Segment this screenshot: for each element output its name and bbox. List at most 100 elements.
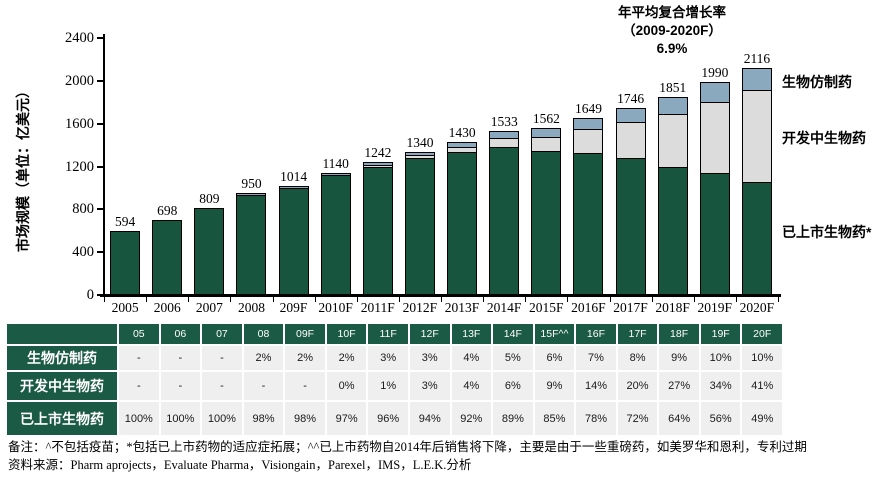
legend-biosimilar: 生物仿制药 [782, 74, 852, 90]
bar-value-label: 950 [241, 176, 262, 191]
bar-2012F [404, 152, 435, 295]
bar-2018F [657, 97, 688, 295]
segment-marketed [404, 158, 435, 295]
table-header-cell: 06 [160, 324, 201, 344]
table-data-cell: 97% [326, 402, 367, 435]
table-data-cell: 4% [451, 346, 492, 370]
table-data-cell: - [285, 372, 325, 400]
x-category-label: 2005 [111, 300, 139, 315]
table-data-cell: 89% [493, 402, 533, 435]
table-data-cell: 98% [243, 402, 284, 435]
cagr-line-1: 年平均复合增长率 [618, 5, 726, 20]
bar-value-label: 1649 [574, 101, 602, 116]
segment-biosimilar [657, 97, 688, 115]
bar-value-label: 1562 [532, 111, 560, 126]
table-data-cell: 98% [285, 402, 325, 435]
x-tick [104, 297, 105, 302]
segment-marketed [699, 173, 730, 295]
table-data-cell: 2% [243, 346, 284, 370]
table-data-cell: 3% [409, 372, 450, 400]
table-data-cell: - [119, 346, 159, 370]
table-data-cell: 6% [493, 372, 533, 400]
table-data-cell: 56% [700, 402, 741, 435]
table-data-cell: 49% [742, 402, 782, 435]
table-header-cell: 13F [451, 324, 492, 344]
bar-value-label: 1140 [322, 156, 349, 171]
y-tick [97, 37, 104, 39]
table-header-cell: 14F [493, 324, 533, 344]
table-data-cell: 1% [368, 372, 408, 400]
segment-biosimilar [741, 68, 772, 91]
x-category-label: 2011F [360, 300, 395, 315]
bar-209F [278, 186, 309, 295]
table-header-row: 05 06 07 08 09F 10F 11F 12F 13F 14F 15F^^ 16F 17F 18F… [7, 324, 782, 344]
table-data-cell: - [202, 346, 242, 370]
x-tick [398, 297, 400, 302]
y-tick-label: 1200 [65, 158, 94, 175]
table-header-cell [7, 324, 117, 344]
bar-value-label: 1990 [701, 65, 729, 80]
x-category-label: 2014F [486, 300, 522, 315]
y-tick [97, 208, 104, 211]
bar-2015F [531, 128, 562, 295]
x-tick [314, 297, 316, 302]
x-category-label: 2017F [613, 300, 648, 315]
bar-value-label: 1851 [659, 80, 687, 95]
segment-marketed [741, 182, 772, 295]
table-data-cell: 27% [659, 372, 699, 400]
y-tick-label: 1600 [65, 115, 94, 132]
bar-2019F [699, 82, 730, 295]
table-data-cell: 2% [326, 346, 367, 370]
y-axis-label: 市场规模（单位：亿美元） [15, 84, 31, 252]
segment-marketed [447, 152, 478, 295]
table-data-cell: 72% [617, 402, 658, 435]
x-tick [272, 297, 274, 302]
segment-marketed [110, 231, 141, 295]
y-tick-label: 2400 [65, 30, 94, 46]
table-header-cell: 15F^^ [534, 324, 575, 344]
x-category-label: 2010F [318, 300, 353, 315]
table-data-cell: 41% [742, 372, 782, 400]
x-tick [483, 297, 485, 302]
segment-in-development [741, 90, 772, 183]
bar-2014F [489, 131, 520, 295]
table-data-cell: 100% [202, 402, 242, 435]
table-data-cell: 8% [617, 346, 658, 370]
table-row-label: 开发中生物药 [7, 372, 117, 400]
bar-value-label: 1014 [280, 169, 308, 184]
bar-2005 [110, 231, 141, 295]
table-row: 已上市生物药 100% 100% 100% 98% 98% 97% 96% 94% 92% 89% 8… [7, 402, 782, 435]
bar-value-label: 594 [114, 214, 136, 229]
table-data-cell: 78% [576, 402, 616, 435]
bar-2016F [573, 118, 604, 295]
cagr-annotation: 年平均复合增长率 （2009-2020F） 6.9% [552, 4, 792, 59]
footnote-note: 备注：^不包括疫苗；*包括已上市药物的适应症拓展；^^已上市药物自2014年后销… [8, 440, 807, 454]
legend-in-development: 开发中生物药 [782, 130, 866, 146]
table-data-cell: 34% [700, 372, 741, 400]
x-category-label: 2008 [237, 300, 265, 315]
table-header-cell: 12F [409, 324, 450, 344]
x-axis-line [100, 294, 781, 297]
segment-in-development [615, 122, 646, 159]
bar-2007 [194, 208, 225, 295]
table-data-cell: 4% [451, 372, 492, 400]
bar-2017F [615, 108, 646, 295]
bar-value-label: 809 [199, 191, 220, 206]
bar-value-label: 1430 [448, 125, 476, 140]
table-header-cell: 09F [285, 324, 325, 344]
table-header-cell: 17F [617, 324, 658, 344]
table-data-cell: - [160, 346, 201, 370]
x-category-label: 2015F [529, 300, 564, 315]
segment-marketed [236, 194, 267, 295]
segment-marketed [320, 174, 351, 295]
table-data-cell: 7% [576, 346, 616, 370]
x-category-label: 2006 [153, 300, 181, 315]
table-header-cell: 18F [659, 324, 699, 344]
table-header-cell: 11F [368, 324, 408, 344]
bar-2020F [741, 68, 772, 295]
segment-marketed [362, 166, 393, 295]
footnotes: 备注：^不包括疫苗；*包括已上市药物的适应症拓展；^^已上市药物自2014年后销… [8, 438, 807, 474]
table-row: 生物仿制药 - - -2% 2% 2% 3% 3% 4% 5% 6% 7% 8% 9% 10% 10% [7, 346, 782, 370]
y-tick [97, 251, 104, 254]
x-category-label: 2018F [655, 300, 690, 315]
